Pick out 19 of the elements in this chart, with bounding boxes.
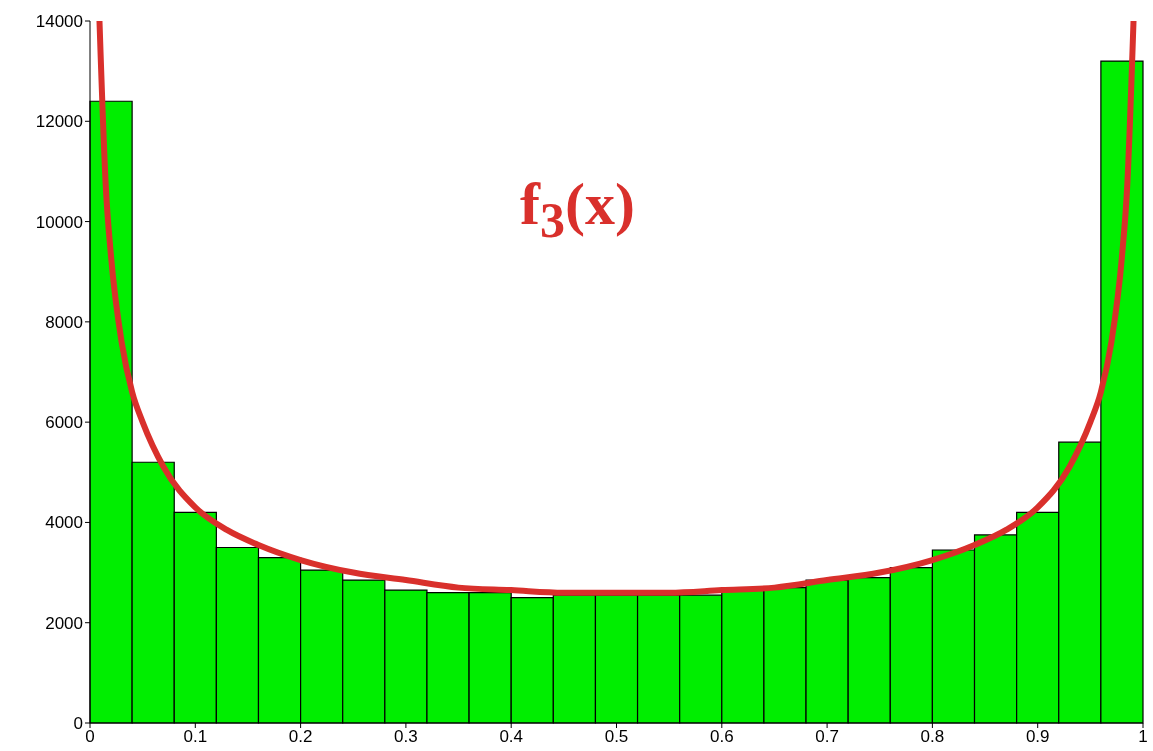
y-tick-label: 12000 xyxy=(35,112,83,132)
y-tick-label: 8000 xyxy=(45,312,83,332)
x-tick-label: 0.1 xyxy=(183,727,208,747)
y-tick-label: 10000 xyxy=(35,212,83,232)
x-tick-label: 0.3 xyxy=(394,727,418,747)
y-tick-label: 6000 xyxy=(45,413,83,433)
y-tick-label: 2000 xyxy=(45,613,83,633)
x-tick-label: 0.7 xyxy=(815,727,839,747)
x-tick-label: 0.5 xyxy=(604,727,629,747)
x-tick-label: 0.9 xyxy=(1025,727,1050,747)
x-tick-label: 0.8 xyxy=(920,727,945,747)
y-tick-label: 14000 xyxy=(35,12,83,32)
x-tick-label: 0.2 xyxy=(288,727,313,747)
text: f$_{3}$(x) xyxy=(520,170,635,249)
x-tick-label: 0.6 xyxy=(709,727,734,747)
y-tick-label: 0 xyxy=(73,714,83,734)
y-tick-label: 4000 xyxy=(45,513,83,533)
x-tick-label: 1 xyxy=(1138,727,1148,747)
x-tick-label: 0.4 xyxy=(499,727,524,747)
